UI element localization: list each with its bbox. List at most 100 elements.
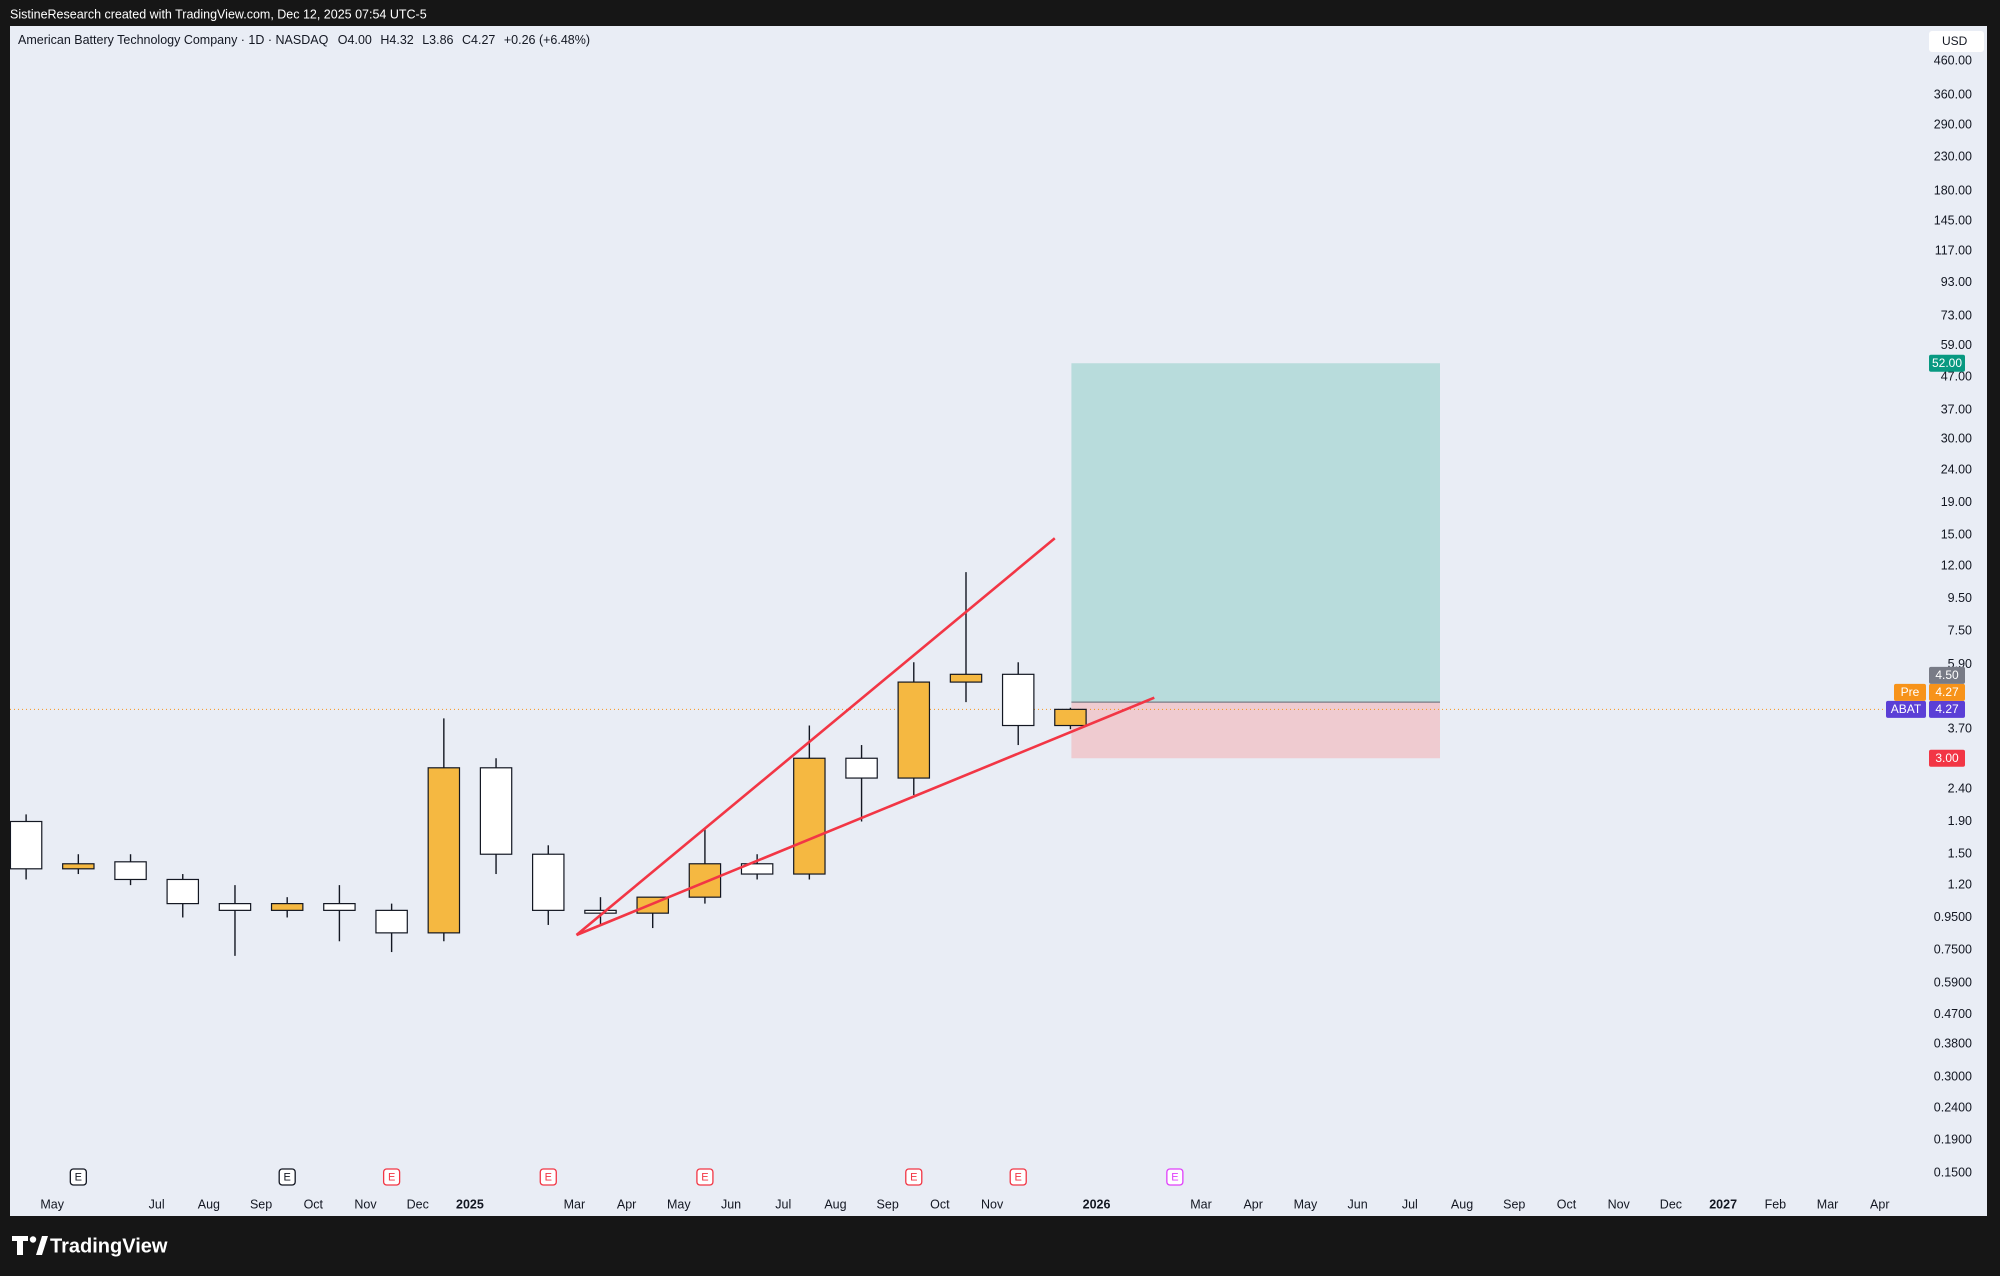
ohlc-value: 4.32 [389, 33, 413, 47]
x-tick-label: Sep [250, 1197, 272, 1211]
price-tag-bg [1929, 683, 1965, 701]
candle-body [218, 903, 252, 911]
logo-shape [29, 1236, 37, 1243]
price-tag-bg [1929, 700, 1965, 718]
currency-box[interactable] [1929, 31, 1984, 52]
symbol-tag: ABAT [1891, 702, 1922, 716]
symbol-tag: Pre [1901, 685, 1920, 699]
candle-body [584, 909, 617, 914]
y-tick-label: 1.90 [1948, 814, 1972, 828]
y-tick-label: 0.7500 [1934, 942, 1972, 956]
event-marker[interactable] [905, 1168, 923, 1186]
event-label: E [1171, 1171, 1178, 1183]
x-tick-label: Aug [1451, 1197, 1473, 1211]
event-marker[interactable] [382, 1168, 401, 1186]
symbol-tag-bg [1886, 700, 1926, 718]
y-tick-label: 24.00 [1941, 463, 1972, 477]
candles [10, 572, 1087, 956]
lower-trend-line [576, 696, 1155, 937]
entry-tag-bg [1929, 666, 1965, 684]
x-tick-label: Jul [149, 1197, 165, 1211]
event-label: E [75, 1171, 82, 1183]
ohlc-value: 3.86 [429, 33, 453, 47]
x-tick-label: Jun [1348, 1197, 1368, 1211]
x-tick-label: Mar [1817, 1197, 1839, 1211]
y-tick-label: 7.50 [1948, 624, 1972, 638]
y-tick-label: 93.00 [1941, 275, 1972, 289]
y-tick-label: 0.9500 [1934, 910, 1972, 924]
x-tick-label: Jul [1402, 1197, 1418, 1211]
event-marker[interactable] [1166, 1168, 1184, 1186]
candle-body [62, 863, 95, 870]
y-tick-label: 0.3800 [1934, 1037, 1972, 1051]
ohlc-value: 4.27 [471, 33, 495, 47]
y-tick-label: 117.00 [1935, 243, 1972, 257]
y-tick-label: 12.00 [1941, 559, 1972, 573]
x-tick-label: 2026 [1083, 1197, 1111, 1211]
y-tick-label: 0.1900 [1934, 1133, 1972, 1147]
candle-body [10, 820, 43, 870]
ohlc-key: H [380, 33, 389, 47]
y-tick-label: 59.00 [1941, 338, 1972, 352]
candle-body [114, 861, 147, 881]
y-tick-label: 0.3000 [1934, 1069, 1972, 1083]
candle-body [949, 673, 983, 683]
candle-body [323, 903, 356, 911]
y-tick-label: 37.00 [1941, 403, 1972, 417]
x-tick-label: Nov [354, 1197, 377, 1211]
chart-pane [10, 26, 1987, 1216]
x-tick-label: Dec [1660, 1197, 1682, 1211]
y-tick-label: 47.00 [1941, 370, 1972, 384]
x-tick-label: Nov [1608, 1197, 1631, 1211]
candle-body [479, 767, 513, 855]
price-tag: 4.27 [1935, 685, 1959, 699]
ohlc-value: 4.00 [348, 33, 372, 47]
y-tick-label: 0.2400 [1934, 1100, 1972, 1114]
candle-body [688, 863, 722, 898]
symbol-tag-bg [1894, 683, 1926, 701]
x-tick-label: Aug [824, 1197, 846, 1211]
brand: TradingView [50, 1235, 168, 1257]
profit-zone [1071, 363, 1440, 703]
y-tick-label: 230.00 [1934, 150, 1972, 164]
y-tick-label: 460.00 [1934, 54, 1972, 68]
x-tick-label: Sep [1503, 1197, 1525, 1211]
position-tool [1071, 363, 1440, 759]
change: +0.26 (+6.48%) [504, 33, 590, 47]
stop-tag-bg [1929, 749, 1965, 767]
y-tick-label: 0.1500 [1934, 1165, 1972, 1179]
y-tick-label: 0.5900 [1934, 976, 1972, 990]
x-tick-label: May [40, 1197, 64, 1211]
target-tag: 52.00 [1932, 356, 1962, 370]
event-marker[interactable] [696, 1168, 714, 1186]
x-tick-label: Oct [304, 1197, 324, 1211]
event-marker[interactable] [539, 1168, 557, 1186]
candle-body [166, 878, 200, 905]
event-label: E [701, 1171, 708, 1183]
event-marker[interactable] [69, 1168, 87, 1186]
price-tag: 4.27 [1935, 702, 1959, 716]
axes: 460.00 360.00 290.00 230.00 180.00 145.00 117.… [40, 54, 1972, 1212]
y-tick-label: 1.50 [1948, 847, 1972, 861]
candle-body [897, 681, 931, 779]
x-tick-label: Dec [407, 1197, 429, 1211]
candle-body [375, 909, 408, 934]
header-text: SistineResearch created with TradingView… [10, 7, 427, 21]
x-tick-label: May [1294, 1197, 1318, 1211]
event-label: E [388, 1171, 395, 1183]
candle-body [845, 757, 878, 779]
y-tick-label: 30.00 [1941, 432, 1972, 446]
symbol-title: American Battery Technology Company · 1D… [18, 33, 329, 47]
trend-lines [575, 537, 1155, 937]
y-tick-label: 9.50 [1948, 591, 1972, 605]
event-marker[interactable] [278, 1168, 296, 1186]
entry-tag: 4.50 [1935, 668, 1959, 682]
y-tick-label: 290.00 [1934, 118, 1972, 132]
event-marker[interactable] [1009, 1168, 1027, 1186]
candle-body [270, 903, 304, 911]
candle-body [427, 767, 461, 934]
logo-shape [36, 1236, 48, 1255]
y-tick-label: 1.20 [1948, 877, 1972, 891]
